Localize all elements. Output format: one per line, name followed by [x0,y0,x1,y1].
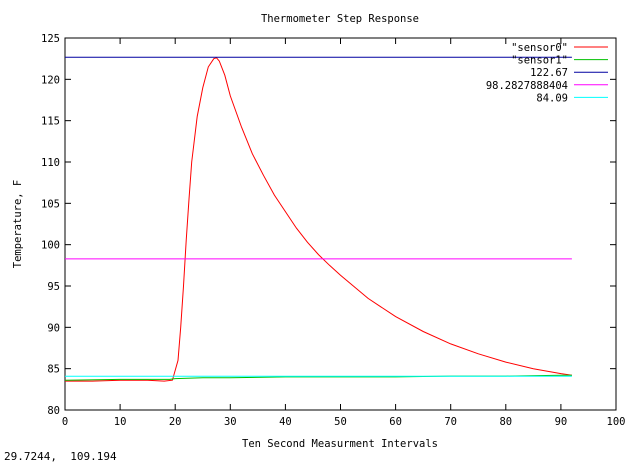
x-tick-label: 50 [334,416,347,428]
y-axis-label: Temperature, F [12,180,24,269]
chart-title: Thermometer Step Response [261,13,419,25]
y-tick-label: 100 [41,240,60,252]
plot-area-frame [64,37,617,411]
legend-label-4: 84.09 [536,92,568,104]
legend-label-0: "sensor0" [511,42,568,54]
y-tick-label: 85 [47,364,60,376]
cursor-coordinate-readout: 29.7244, 109.194 [4,450,117,463]
x-tick-label: 10 [114,416,127,428]
legend-label-1: "sensor1" [511,55,568,67]
x-tick-label: 60 [389,416,402,428]
x-tick-label: 70 [444,416,457,428]
y-tick-label: 80 [47,405,60,417]
x-tick-label: 90 [555,416,568,428]
x-tick-label: 0 [62,416,68,428]
x-tick-label: 100 [607,416,626,428]
x-tick-label: 80 [499,416,512,428]
y-tick-label: 120 [41,74,60,86]
x-tick-label: 40 [279,416,292,428]
axis-ticks: 0 10 20 30 40 50 60 70 80 90 100 80 85 90 95 100 105 110 1… [41,33,625,428]
series-lines [64,56,572,382]
y-tick-label: 90 [47,322,60,334]
x-tick-label: 20 [169,416,182,428]
y-tick-label: 95 [47,281,60,293]
y-tick-label: 110 [41,157,60,169]
legend-label-3: 98.2827888404 [486,80,568,92]
legend: "sensor0""sensor1"122.6798.282788840484.… [486,42,608,104]
series-line-0 [65,57,572,382]
x-axis-label: Ten Second Measurment Intervals [242,438,438,450]
y-tick-label: 115 [41,116,60,128]
legend-label-2: 122.67 [530,67,568,79]
y-tick-label: 105 [41,198,60,210]
x-tick-label: 30 [224,416,237,428]
y-tick-label: 125 [41,33,60,45]
